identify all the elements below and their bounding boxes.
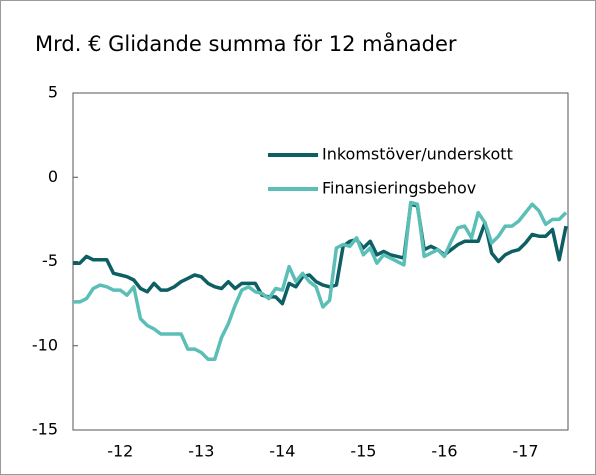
y-tick-label: -10 xyxy=(32,335,58,354)
y-tick-label: 5 xyxy=(48,83,58,102)
x-tick-label: -16 xyxy=(431,442,457,461)
y-tick-label: 0 xyxy=(48,167,58,186)
y-tick-label: -5 xyxy=(42,251,58,270)
chart-title: Mrd. € Glidande summa för 12 månader xyxy=(35,31,457,56)
x-tick-label: -12 xyxy=(107,442,133,461)
x-tick-label: -17 xyxy=(512,442,538,461)
legend-label: Finansieringsbehov xyxy=(322,179,476,198)
x-tick-label: -14 xyxy=(269,442,295,461)
series-line xyxy=(73,202,568,306)
x-tick-label: -15 xyxy=(350,442,376,461)
x-tick-label: -13 xyxy=(188,442,214,461)
legend-label: Inkomstöver/underskott xyxy=(322,145,513,164)
y-tick-label: -15 xyxy=(32,420,58,439)
series-line xyxy=(73,200,568,361)
